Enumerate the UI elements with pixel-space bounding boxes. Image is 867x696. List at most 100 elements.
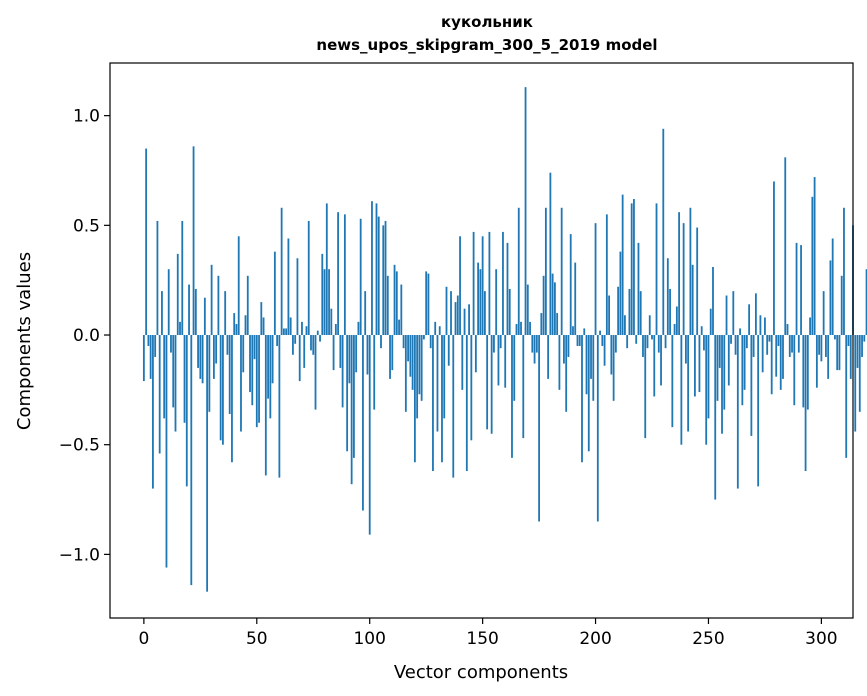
bar-245	[696, 227, 699, 336]
x-axis-ticks: 0 50 100 150 200 250 300	[138, 618, 838, 649]
bar-7	[158, 335, 161, 454]
bar-91	[348, 335, 351, 384]
bar-286	[788, 335, 791, 357]
bar-99	[366, 335, 369, 375]
bar-0	[142, 335, 145, 382]
bar-225	[651, 335, 653, 340]
bar-288	[793, 335, 796, 406]
bar-10	[165, 335, 168, 568]
bar-180	[549, 172, 552, 336]
bar-283	[782, 335, 784, 379]
bar-266	[743, 335, 746, 390]
bar-102	[373, 335, 376, 410]
y-tick-label: 0.5	[73, 216, 100, 236]
bar-96	[359, 218, 362, 336]
bar-259	[727, 335, 730, 386]
bar-20	[188, 284, 190, 336]
bar-12	[170, 335, 172, 353]
bar-244	[694, 335, 696, 397]
bar-202	[599, 330, 601, 336]
bar-106	[382, 225, 385, 336]
bar-191	[574, 262, 577, 336]
bar-150	[481, 236, 484, 336]
bar-182	[553, 282, 556, 336]
bar-247	[700, 326, 703, 336]
bar-307	[836, 335, 839, 371]
bar-232	[666, 258, 669, 336]
bar-44	[242, 335, 245, 373]
bar-227	[655, 203, 658, 336]
bar-204	[603, 335, 606, 366]
bar-109	[389, 335, 391, 379]
bar-46	[246, 275, 249, 336]
bar-26	[201, 335, 204, 384]
bar-73	[307, 220, 310, 336]
bar-89	[343, 214, 346, 336]
bar-218	[635, 335, 638, 344]
bar-298	[815, 335, 818, 388]
bar-305	[831, 238, 834, 336]
bar-319	[863, 335, 866, 342]
bar-160	[504, 335, 507, 388]
bar-219	[637, 242, 640, 336]
bar-171	[529, 321, 531, 336]
bar-195	[583, 328, 586, 336]
bar-67	[294, 335, 297, 344]
bar-252	[712, 267, 714, 336]
bar-61	[280, 207, 283, 336]
bar-261	[732, 291, 735, 336]
bar-281	[777, 335, 780, 346]
bar-251	[709, 308, 712, 336]
bar-131	[438, 326, 441, 336]
bar-179	[547, 335, 550, 379]
bar-228	[657, 335, 660, 353]
bar-38	[228, 335, 231, 414]
bar-110	[391, 335, 394, 371]
bar-52	[260, 302, 263, 336]
bar-274	[761, 335, 764, 373]
bar-64	[287, 238, 290, 336]
bar-165	[515, 324, 518, 336]
bar-272	[757, 335, 760, 487]
bar-24	[197, 335, 199, 368]
bar-291	[800, 245, 802, 336]
bar-170	[526, 284, 529, 336]
bar-215	[628, 288, 631, 336]
bar-193	[578, 335, 581, 346]
bar-174	[535, 335, 538, 353]
bar-40	[233, 313, 236, 336]
bar-273	[759, 315, 762, 336]
bar-9	[163, 335, 166, 419]
bar-101	[371, 201, 373, 336]
bar-1	[145, 148, 148, 336]
bar-164	[513, 335, 516, 401]
bar-107	[384, 220, 387, 336]
bar-126	[427, 273, 430, 336]
y-tick-label: 0.0	[73, 326, 100, 346]
x-tick-label: 250	[692, 629, 724, 649]
bar-234	[671, 335, 674, 428]
bar-217	[633, 199, 635, 336]
bar-5	[154, 335, 157, 357]
bar-50	[255, 335, 258, 428]
y-tick-label: −0.5	[59, 436, 100, 456]
bar-98	[364, 291, 367, 336]
x-tick-label: 150	[466, 629, 498, 649]
bar-53	[262, 317, 265, 336]
bar-78	[319, 335, 321, 342]
bar-210	[617, 286, 620, 336]
bar-250	[707, 335, 710, 419]
bar-168	[522, 335, 525, 439]
bar-241	[687, 335, 690, 432]
bar-186	[563, 335, 565, 364]
chart-subtitle: news_upos_skipgram_300_5_2019 model	[316, 36, 657, 54]
bar-155	[493, 335, 495, 353]
bar-236	[675, 306, 678, 336]
bar-37	[226, 335, 229, 355]
bar-184	[558, 335, 561, 390]
bar-95	[357, 321, 360, 336]
bar-258	[725, 295, 728, 336]
bar-149	[479, 269, 482, 336]
bar-48	[251, 335, 254, 406]
bar-166	[517, 207, 520, 336]
